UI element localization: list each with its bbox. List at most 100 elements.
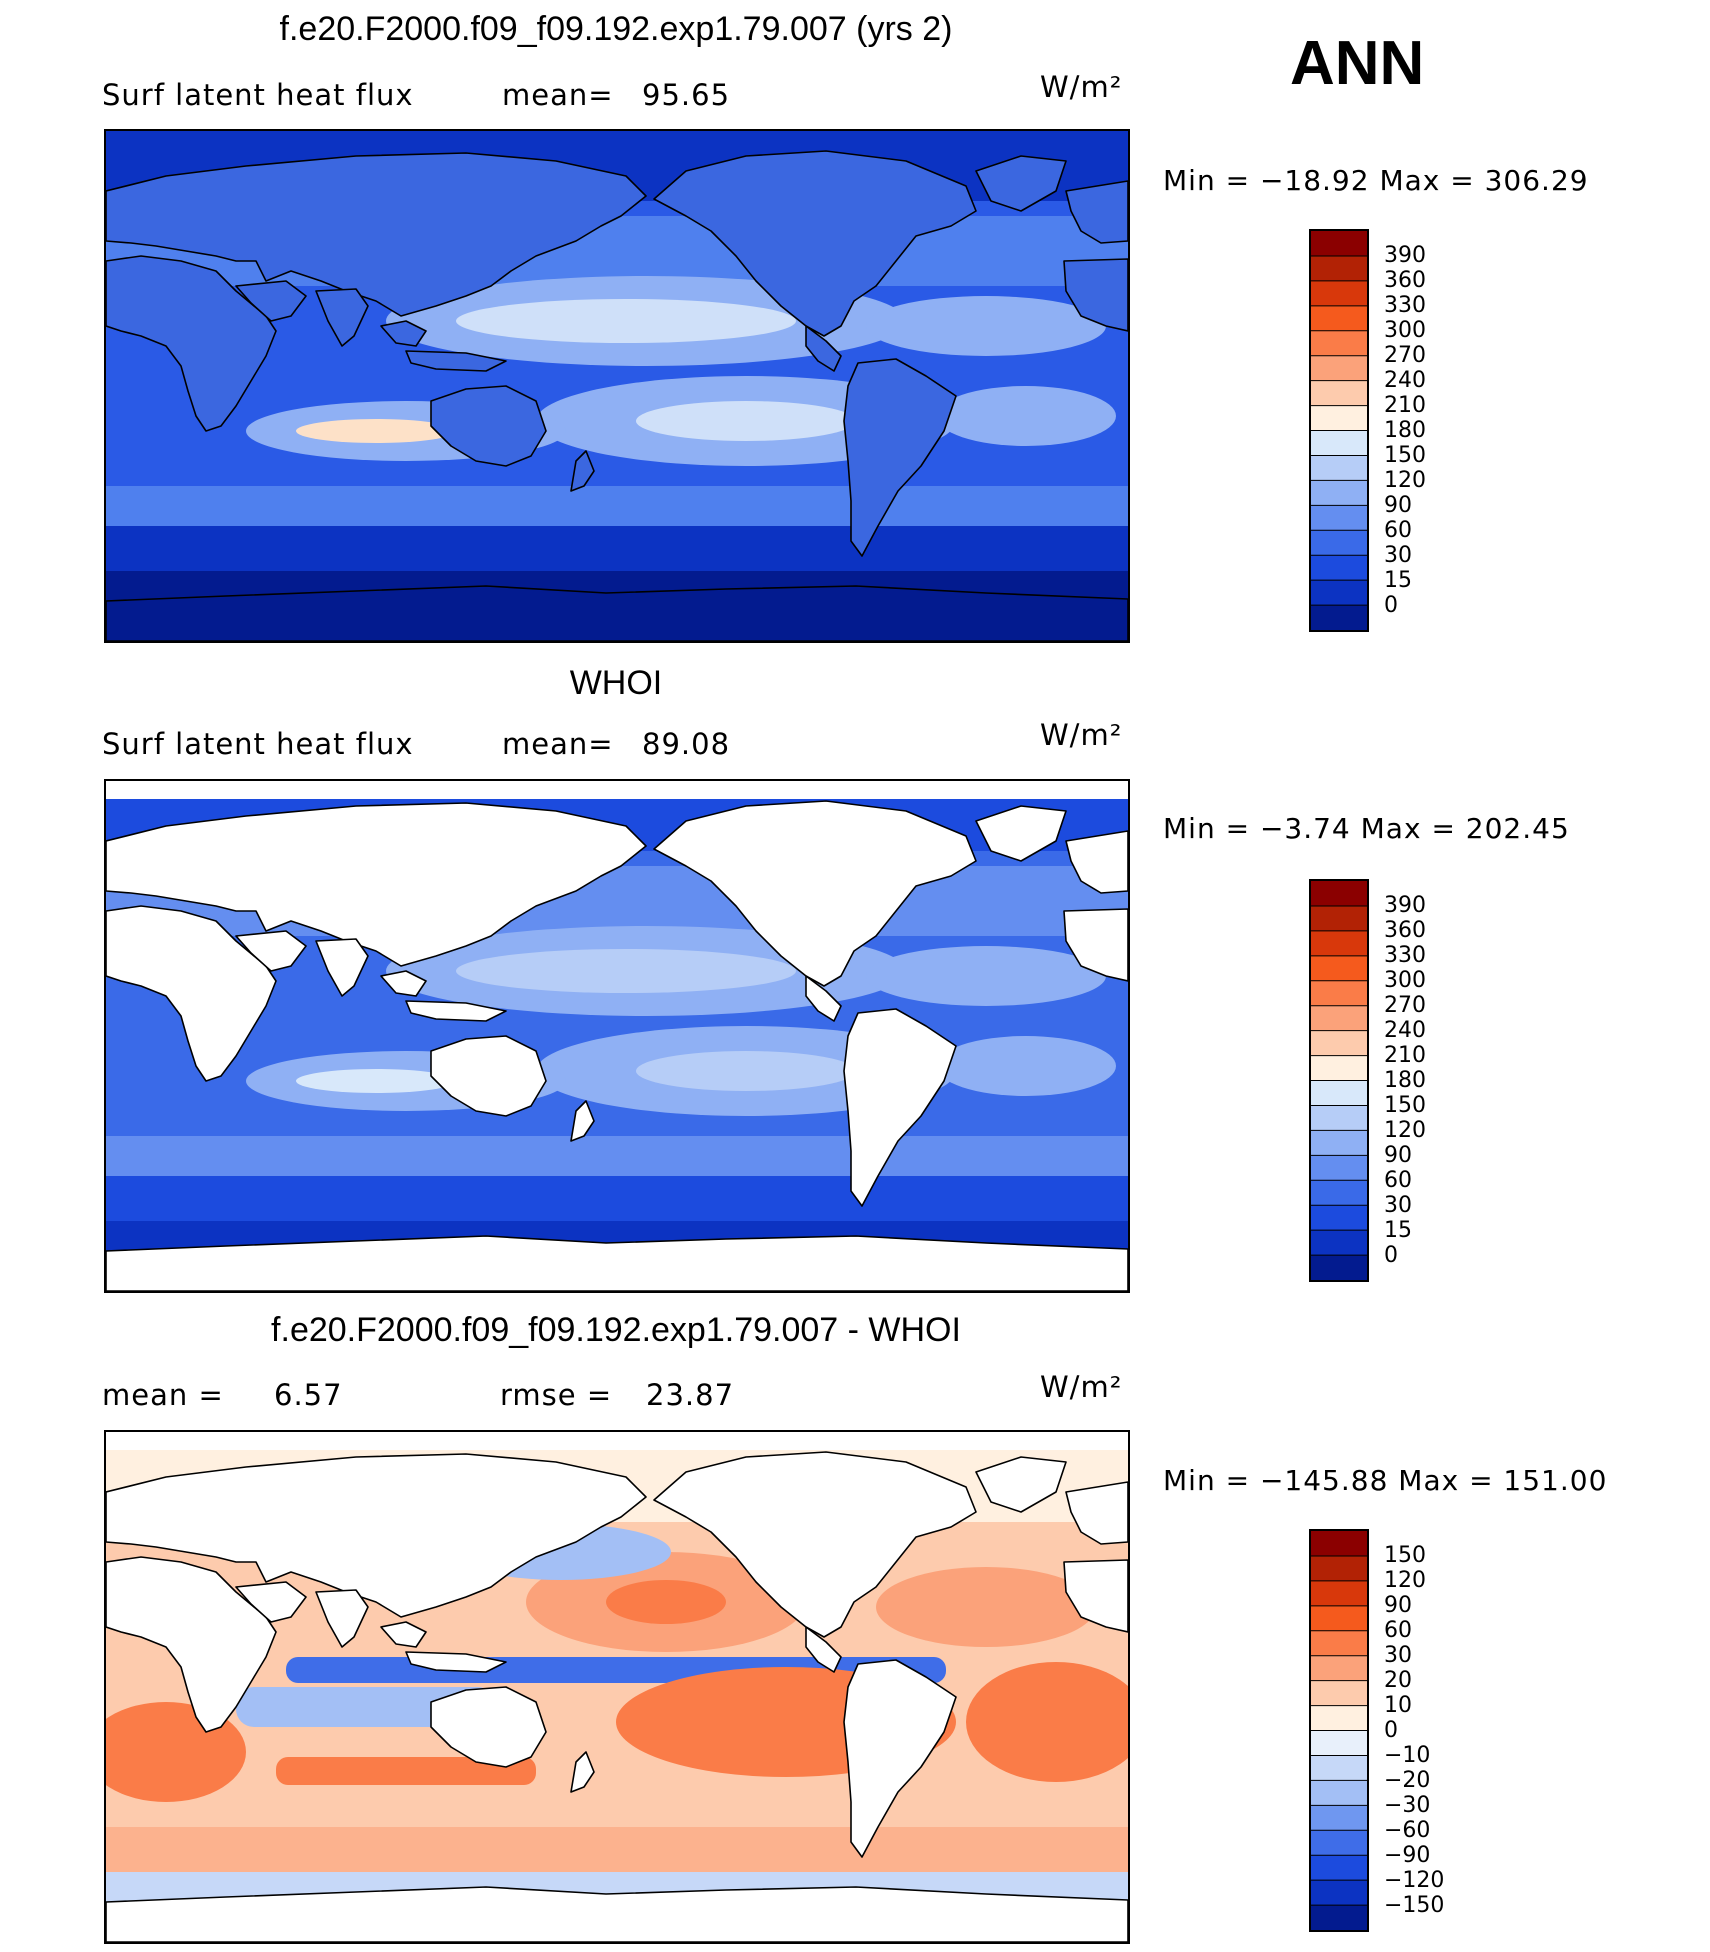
- colorbar-swatch: [1311, 1680, 1367, 1707]
- colorbar-swatch: [1311, 530, 1367, 556]
- colorbar-tick-label: 240: [1384, 368, 1426, 393]
- field-band: [866, 296, 1106, 356]
- colorbar-swatch: [1311, 480, 1367, 506]
- colorbar-tick-label: 0: [1384, 593, 1398, 618]
- field-anomaly: [276, 1757, 536, 1785]
- continent-antarctica: [106, 1235, 1128, 1291]
- colorbar-swatch: [1311, 455, 1367, 481]
- panel2-mean-value: 89.08: [642, 727, 731, 761]
- panel3-colorbar-ticks: 150 120 90 60 30 20 10 0 −10 −20 −30 −60 −90 −120 −150: [1384, 1543, 1444, 1918]
- colorbar-tick-label: 150: [1384, 1543, 1426, 1568]
- colorbar-tick-label: 360: [1384, 268, 1426, 293]
- panel2-minmax: Min = −3.74 Max = 202.45: [1163, 812, 1570, 845]
- continent-eurasiaEast: [1065, 1481, 1128, 1545]
- continent-centralAmerica: [805, 975, 842, 1022]
- colorbar-tick-label: 270: [1384, 343, 1426, 368]
- colorbar-swatch: [1311, 1105, 1367, 1131]
- colorbar-tick-label: 0: [1384, 1243, 1398, 1268]
- colorbar-tick-label: 300: [1384, 318, 1426, 343]
- colorbar-swatch: [1311, 1205, 1367, 1231]
- field-band: [936, 1036, 1116, 1096]
- continent-eurasia: [106, 152, 647, 317]
- continent-africa: [106, 1556, 277, 1733]
- colorbar-swatch: [1311, 1130, 1367, 1156]
- continent-africa: [106, 905, 277, 1082]
- panel1-units: W/m²: [1040, 70, 1123, 104]
- continent-seAsia: [380, 320, 427, 347]
- colorbar-swatch: [1311, 330, 1367, 357]
- continent-nz: [570, 1100, 595, 1142]
- panel2-mean-label: mean=: [502, 727, 614, 761]
- continent-greenland: [975, 1456, 1067, 1513]
- panel3-rmse-value: 23.87: [646, 1378, 735, 1412]
- colorbar-tick-label: −10: [1384, 1743, 1431, 1768]
- continent-northAmerica: [653, 150, 977, 337]
- continent-australia: [430, 1035, 547, 1117]
- continent-northAmerica: [653, 1451, 977, 1638]
- colorbar-swatch: [1311, 1780, 1367, 1806]
- colorbar-swatch: [1311, 280, 1367, 307]
- continent-nz: [570, 1751, 595, 1793]
- colorbar-tick-label: 60: [1384, 1168, 1412, 1193]
- colorbar-tick-label: 210: [1384, 1043, 1426, 1068]
- panel2-colorbar-ticks: 390 360 330 300 270 240 210 180 150 120 90 60 30 15 0: [1384, 893, 1426, 1268]
- continent-centralAmerica: [805, 325, 842, 372]
- colorbar-swatch: [1311, 905, 1367, 932]
- continent-eurasia: [106, 1453, 647, 1618]
- continent-antarctica: [106, 1886, 1128, 1942]
- panel3-rmse-label: rmse =: [500, 1378, 613, 1412]
- panel2-map: [104, 779, 1130, 1293]
- continent-india: [315, 938, 369, 997]
- colorbar-swatch: [1311, 1855, 1367, 1881]
- continent-arabia: [235, 1581, 307, 1623]
- colorbar-tick-label: 90: [1384, 1593, 1412, 1618]
- colorbar-tick-label: 150: [1384, 443, 1426, 468]
- panel3-mean-label: mean =: [102, 1378, 224, 1412]
- colorbar-swatch: [1311, 1755, 1367, 1781]
- colorbar-tick-label: 15: [1384, 568, 1412, 593]
- colorbar-swatch: [1311, 1630, 1367, 1657]
- panel1-map: [104, 129, 1130, 643]
- continent-indonesia: [405, 1000, 507, 1022]
- colorbar-tick-label: −120: [1384, 1868, 1445, 1893]
- colorbar-tick-label: −20: [1384, 1768, 1431, 1793]
- continent-india: [315, 1589, 369, 1648]
- colorbar-swatch: [1311, 1531, 1367, 1557]
- continent-africaWest: [1063, 1559, 1128, 1633]
- colorbar-swatch: [1311, 1605, 1367, 1632]
- colorbar-swatch: [1311, 231, 1367, 257]
- colorbar-tick-label: 360: [1384, 918, 1426, 943]
- field-band: [936, 386, 1116, 446]
- colorbar-swatch: [1311, 881, 1367, 907]
- colorbar-swatch: [1311, 1830, 1367, 1856]
- colorbar-swatch: [1311, 380, 1367, 407]
- continent-greenland: [975, 155, 1067, 212]
- panel2-units: W/m²: [1040, 718, 1123, 752]
- continent-africaWest: [1063, 258, 1128, 332]
- colorbar-tick-label: 90: [1384, 493, 1412, 518]
- colorbar-tick-label: 0: [1384, 1718, 1398, 1743]
- field-band: [106, 486, 1128, 526]
- colorbar-swatch: [1311, 505, 1367, 531]
- panel3-map: [104, 1430, 1130, 1944]
- colorbar-tick-label: 210: [1384, 393, 1426, 418]
- colorbar-swatch: [1311, 255, 1367, 282]
- field-anomaly: [966, 1662, 1128, 1782]
- panel1-mean-value: 95.65: [642, 78, 731, 112]
- continent-greenland: [975, 805, 1067, 862]
- continent-nz: [570, 450, 595, 492]
- continent-northAmerica: [653, 800, 977, 987]
- panel3-colorbar: [1309, 1529, 1369, 1932]
- colorbar-swatch: [1311, 1030, 1367, 1057]
- colorbar-swatch: [1311, 1555, 1367, 1582]
- colorbar-swatch: [1311, 1180, 1367, 1206]
- panel2-variable-label: Surf latent heat flux: [102, 727, 414, 761]
- colorbar-tick-label: 120: [1384, 468, 1426, 493]
- colorbar-swatch: [1311, 405, 1367, 431]
- field-band: [456, 299, 796, 343]
- colorbar-tick-label: 300: [1384, 968, 1426, 993]
- colorbar-tick-label: −150: [1384, 1893, 1445, 1918]
- panel2-colorbar: [1309, 879, 1369, 1282]
- colorbar-swatch: [1311, 1655, 1367, 1682]
- colorbar-swatch: [1311, 555, 1367, 581]
